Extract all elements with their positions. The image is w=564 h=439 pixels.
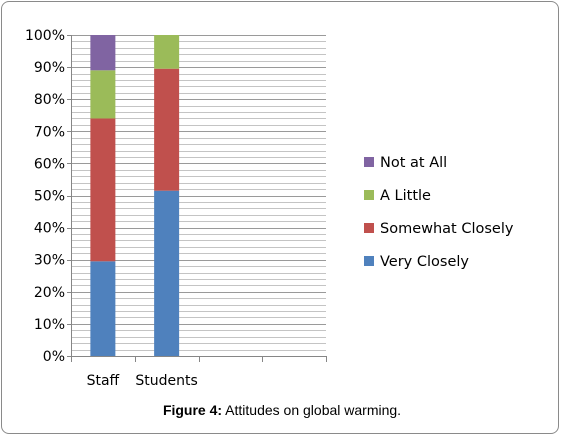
bar-segment bbox=[154, 35, 180, 69]
legend: Not at All A Little Somewhat Closely Very C… bbox=[364, 155, 514, 270]
x-tick-label: Students bbox=[135, 373, 197, 389]
figure-caption: Figure 4: Attitudes on global warming. bbox=[0, 402, 564, 418]
legend-label: Somewhat Closely bbox=[380, 221, 514, 237]
x-tick-label: Staff bbox=[87, 373, 120, 389]
legend-label: Very Closely bbox=[380, 254, 469, 270]
bar-segment bbox=[90, 118, 116, 262]
y-tick-label: 60% bbox=[34, 156, 65, 172]
x-tick-labels: Staff Students bbox=[87, 373, 198, 389]
y-tick-label: 70% bbox=[34, 124, 65, 140]
y-tick-label: 10% bbox=[34, 317, 65, 333]
y-tick-label: 50% bbox=[34, 189, 65, 205]
stacked-bar-chart: 0%10%20%30%40%50%60%70%80%90%100% Staff S… bbox=[25, 28, 514, 389]
y-tick-label: 30% bbox=[34, 253, 65, 269]
y-tick-labels: 0% 10% 20% 30% 40% 50% 60% 70% 80% 90% 100% bbox=[25, 28, 65, 365]
y-tick-label: 80% bbox=[34, 92, 65, 108]
y-tick-label: 90% bbox=[34, 60, 65, 76]
y-tick-label: 20% bbox=[34, 285, 65, 301]
y-tick-label: 100% bbox=[25, 28, 65, 44]
legend-label: A Little bbox=[380, 188, 431, 204]
bar-segment bbox=[90, 261, 116, 356]
bar-segment bbox=[154, 190, 180, 356]
legend-label: Not at All bbox=[380, 155, 447, 171]
caption-label: Figure 4: bbox=[162, 402, 223, 418]
legend-swatch bbox=[364, 157, 374, 167]
y-tick-label: 40% bbox=[34, 221, 65, 237]
bar-segment bbox=[154, 68, 180, 191]
y-tick-label: 0% bbox=[43, 349, 65, 365]
legend-swatch bbox=[364, 256, 374, 266]
axes bbox=[67, 35, 327, 362]
bar-segment bbox=[90, 70, 116, 119]
caption-text: Attitudes on global warming. bbox=[222, 402, 402, 418]
legend-swatch bbox=[364, 190, 374, 200]
bars bbox=[90, 35, 180, 356]
legend-swatch bbox=[364, 223, 374, 233]
bar-segment bbox=[90, 35, 116, 71]
